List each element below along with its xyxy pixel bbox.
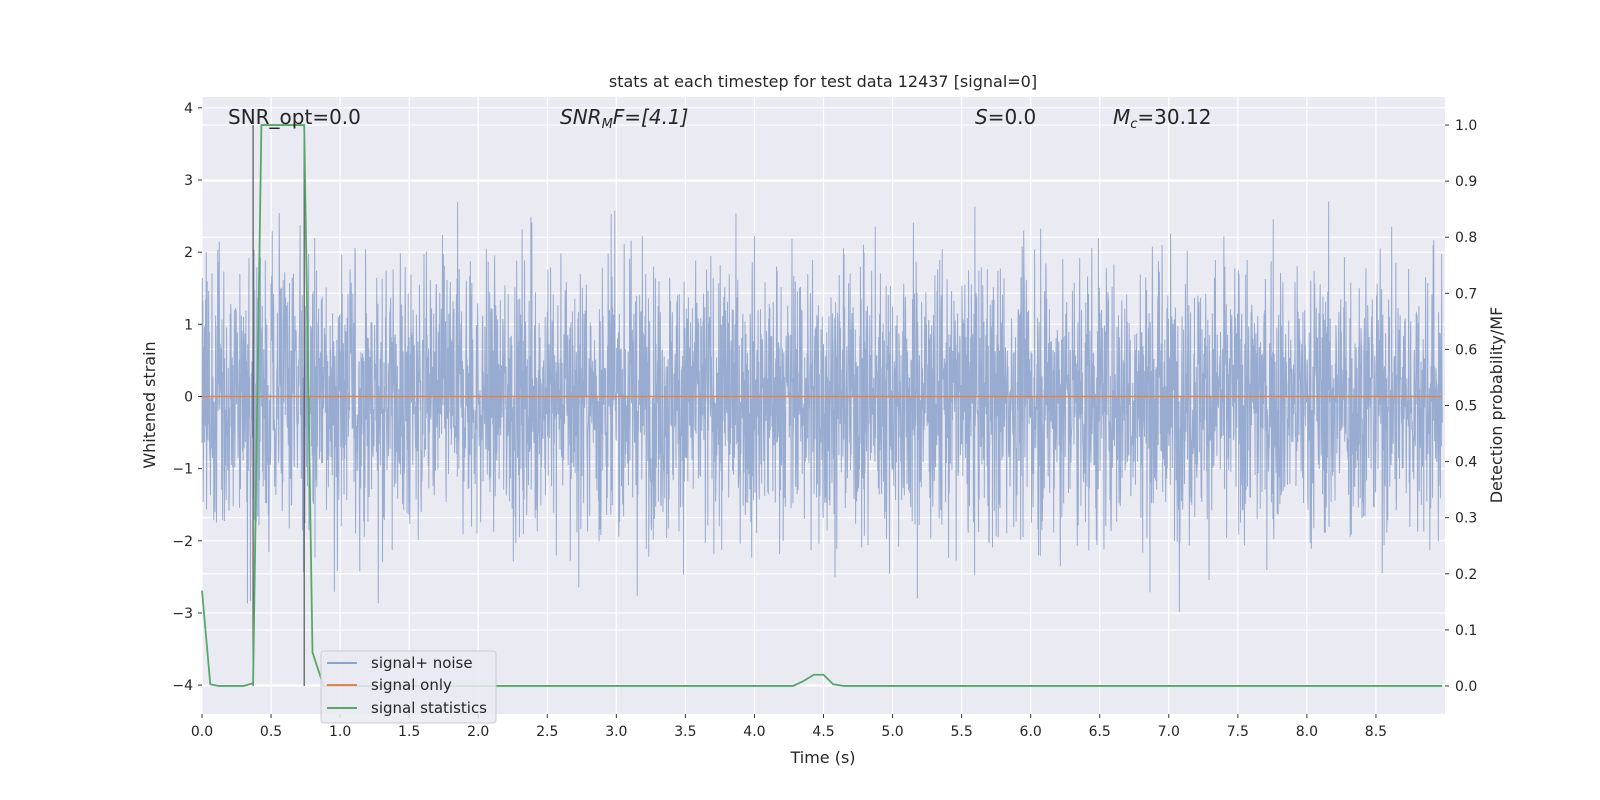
annotation-mc-sub: c: [1130, 117, 1137, 132]
annotation-mc: Mc=30.12: [1113, 105, 1211, 132]
y-axis-label: Whitened strain: [140, 341, 159, 468]
y-tick-label-3: −1: [172, 462, 193, 478]
y2-tick-label-3: 0.3: [1455, 511, 1477, 527]
legend-label-signal-only: signal only: [371, 676, 452, 694]
legend-label-signal-noise: signal+ noise: [371, 654, 473, 672]
y2-tick-label-10: 1.0: [1455, 118, 1477, 134]
y2-tick-label-9: 0.9: [1455, 174, 1477, 190]
chart-title: stats at each timestep for test data 124…: [609, 72, 1037, 91]
x-tick-label-7: 3.5: [674, 724, 696, 740]
y-tick-label-2: −2: [172, 534, 193, 550]
x-tick-label-10: 5.0: [881, 724, 903, 740]
annotation-mc-main: M: [1113, 105, 1130, 129]
series-signal-statistics: [201, 124, 1443, 687]
y2-tick-label-8: 0.8: [1455, 230, 1477, 246]
annotation-snr-mf: SNRMF=[4.1]: [560, 105, 688, 132]
legend: signal+ noise signal only signal statist…: [320, 650, 497, 724]
y2-tick-label-4: 0.4: [1455, 455, 1477, 471]
y-tick-label-7: 3: [184, 173, 193, 189]
plot-area: [201, 124, 1443, 687]
x-tick-label-3: 1.5: [398, 724, 420, 740]
annotation-snr-mf-sub: M: [602, 117, 613, 132]
y-tick-label-1: −3: [172, 606, 193, 622]
x-tick-label-11: 5.5: [950, 724, 972, 740]
y2-tick-label-1: 0.1: [1455, 623, 1477, 639]
y-tick-label-5: 1: [184, 317, 193, 333]
x-tick-label-8: 4.0: [743, 724, 765, 740]
y-tick-label-4: 0: [184, 389, 193, 405]
annotation-s-rest: =0.0: [988, 105, 1037, 129]
x-axis-label: Time (s): [789, 748, 855, 767]
x-tick-label-4: 2.0: [467, 724, 489, 740]
y2-tick-label-5: 0.5: [1455, 399, 1477, 415]
tick-labels: 0.0 0.5 1.0 1.5 2.0 2.5 3.0 3.5 4.0 4.5 5.0 5.5 6.0 6…: [172, 101, 1477, 740]
x-tick-label-12: 6.0: [1020, 724, 1042, 740]
annotation-snr-mf-main: SNR: [560, 105, 602, 129]
y2-tick-label-7: 0.7: [1455, 286, 1477, 302]
y2-tick-label-0: 0.0: [1455, 679, 1477, 695]
legend-label-signal-statistics: signal statistics: [371, 699, 487, 717]
x-tick-label-9: 4.5: [812, 724, 834, 740]
annotation-snr-opt: SNR_opt=0.0: [228, 105, 361, 129]
x-tick-label-2: 1.0: [329, 724, 351, 740]
annotation-snr-mf-rest: F=[4.1]: [613, 105, 689, 129]
annotation-s: S=0.0: [975, 105, 1036, 129]
annotation-s-main: S: [975, 105, 988, 129]
x-tick-label-0: 0.0: [191, 724, 213, 740]
x-tick-label-5: 2.5: [536, 724, 558, 740]
x-tick-label-6: 3.0: [605, 724, 627, 740]
y2-tick-label-6: 0.6: [1455, 342, 1477, 358]
annotation-mc-rest: =30.12: [1137, 105, 1211, 129]
y2-tick-label-2: 0.2: [1455, 567, 1477, 583]
legend-box: [320, 650, 497, 724]
y-tick-label-0: −4: [172, 678, 193, 694]
x-tick-label-15: 7.5: [1227, 724, 1249, 740]
y-tick-label-8: 4: [184, 101, 193, 117]
x-tick-label-16: 8.0: [1296, 724, 1318, 740]
x-tick-label-13: 6.5: [1089, 724, 1111, 740]
series-signal-noise: [201, 201, 1443, 613]
x-tick-label-14: 7.0: [1158, 724, 1180, 740]
y2-axis-label: Detection probability/MF: [1487, 307, 1506, 504]
x-tick-label-17: 8.5: [1365, 724, 1387, 740]
y-tick-label-6: 2: [184, 245, 193, 261]
x-tick-label-1: 0.5: [260, 724, 282, 740]
